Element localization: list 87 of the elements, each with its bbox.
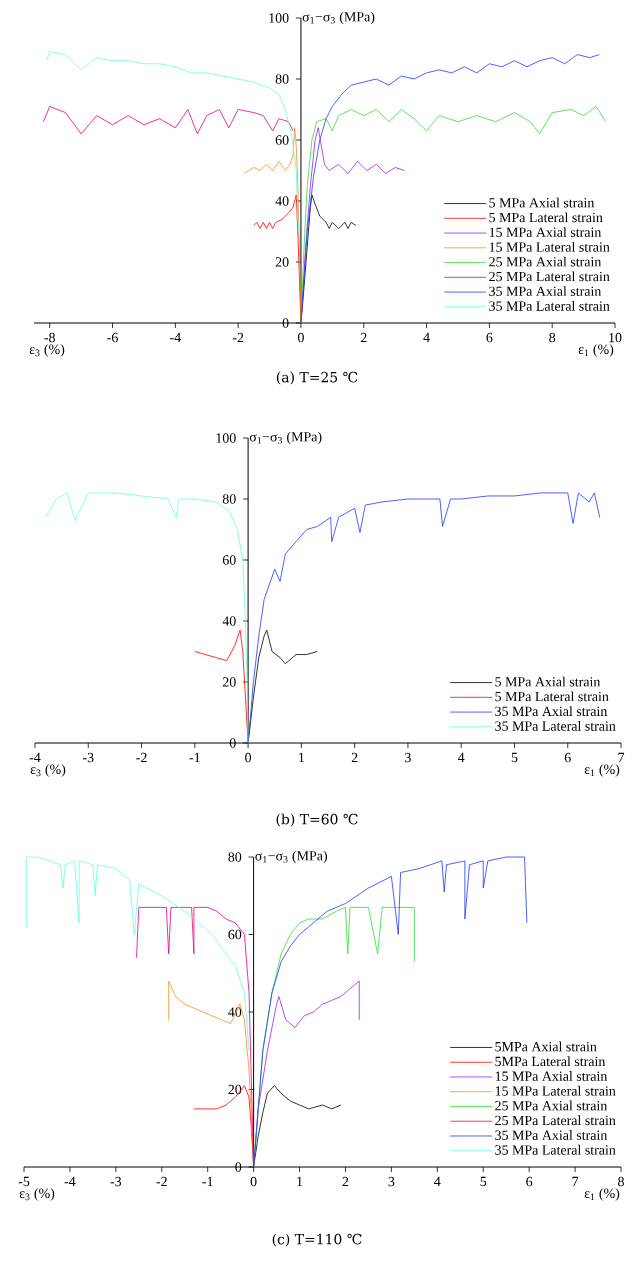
x-tick-label: -5: [18, 1176, 30, 1187]
y-tick-label: 80: [275, 74, 289, 84]
x-tick-label: -4: [29, 752, 41, 763]
legend-label: 25 MPa Axial strain: [489, 256, 602, 267]
y-tick-label: 0: [229, 738, 236, 748]
y-tick-label: 20: [275, 257, 289, 267]
x-tick-label: 2: [342, 1176, 349, 1187]
x-tick-label: 2: [360, 332, 367, 343]
x-tick-label: 8: [618, 1176, 624, 1187]
x-tick-label: 10: [609, 332, 622, 343]
legend-label: 5 MPa Axial strain: [489, 197, 595, 208]
x-tick-label: -2: [156, 1176, 167, 1187]
legend-label: 5 MPa Lateral strain: [495, 691, 609, 702]
x-tick-label: 1: [299, 752, 305, 763]
y-tick-label: 60: [275, 135, 289, 145]
y-tick-label: 40: [228, 1007, 242, 1017]
legend-label: 5 MPa Lateral strain: [489, 212, 603, 223]
legend-label: 35 MPa Lateral strain: [495, 720, 616, 731]
x-tick-label: -1: [189, 752, 200, 763]
x-tick-label: 4: [457, 752, 465, 763]
legend-label: 25 MPa Lateral strain: [495, 1115, 616, 1126]
x-tick-label: 8: [549, 332, 556, 343]
y-axis-title: σ$_{1}$−σ$_{3}$ (MPa): [249, 431, 322, 445]
x-tick-label: -4: [64, 1176, 76, 1187]
x-tick-label: -8: [44, 332, 55, 343]
y-tick-label: 40: [275, 196, 289, 206]
line-series: [43, 106, 294, 135]
x-axis-title: ε$_{1}$ (%): [584, 764, 620, 777]
x-tick-label: 0: [297, 332, 304, 343]
text: ε$_{3}$ (%): [29, 344, 65, 357]
x-tick-label: -2: [232, 332, 244, 343]
legend-label: 35 MPa Axial strain: [489, 286, 602, 297]
x-tick-label: 7: [618, 752, 625, 762]
x-tick-label: 3: [405, 752, 411, 763]
legend-label: 35 MPa Axial strain: [495, 706, 608, 717]
x-tick-label: 4: [423, 332, 430, 343]
y-tick-label: 100: [216, 433, 236, 443]
y-axis-title: σ$_{1}$−σ$_{3}$ (MPa): [302, 11, 375, 25]
y-tick-label: 80: [222, 494, 236, 504]
x-tick-label: 0: [250, 1176, 257, 1187]
legend-label: 25 MPa Lateral strain: [489, 271, 610, 282]
x-axis-title: ε$_{1}$ (%): [578, 344, 614, 357]
legend-label: 25 MPa Axial strain: [495, 1100, 608, 1111]
text: (a) T=25 ℃: [276, 371, 358, 385]
x-tick-label: 0: [245, 752, 252, 763]
y-tick-label: 80: [228, 852, 242, 862]
x-tick-label: 5: [511, 752, 518, 763]
x-tick-label: 5: [480, 1176, 487, 1187]
legend-label: 5 MPa Axial strain: [495, 676, 601, 687]
x-tick-label: -3: [82, 752, 94, 763]
y-tick-label: 60: [228, 929, 242, 940]
x-tick-label: 3: [388, 1176, 395, 1187]
text: (b) T=60 ℃: [276, 813, 358, 827]
x-tick-label: 6: [564, 752, 571, 763]
legend-label: 35 MPa Axial strain: [495, 1130, 608, 1140]
x-tick-label: -6: [107, 332, 118, 343]
x-tick-label: 6: [526, 1176, 533, 1187]
legend-label: 35 MPa Lateral strain: [495, 1144, 616, 1155]
x-tick-label: -1: [202, 1176, 213, 1187]
text: (c) T=110 ℃: [272, 1233, 362, 1247]
x-tick-label: 7: [572, 1176, 579, 1186]
x-tick-label: 6: [486, 332, 493, 343]
legend-label: 5MPa Axial strain: [495, 1041, 597, 1052]
y-tick-label: 100: [269, 13, 289, 23]
text: ε$_{3}$ (%): [19, 1188, 55, 1201]
y-tick-label: 0: [235, 1162, 242, 1172]
legend-label: 15 MPa Axial strain: [489, 227, 602, 237]
x-tick-label: -3: [110, 1176, 122, 1187]
legend-label: 35 MPa Lateral strain: [489, 300, 610, 311]
y-tick-label: 0: [282, 318, 289, 328]
x-tick-label: -2: [136, 752, 147, 763]
legend-label: 15 MPa Axial strain: [495, 1071, 608, 1081]
x-axis-title: ε$_{1}$ (%): [584, 1188, 620, 1201]
legend-label: 5MPa Lateral strain: [495, 1056, 606, 1067]
y-tick-label: 40: [222, 616, 236, 626]
y-tick-label: 20: [222, 677, 236, 687]
x-tick-label: 1: [297, 1176, 303, 1187]
x-tick-label: 2: [351, 752, 358, 763]
legend-label: 15 MPa Lateral strain: [495, 1085, 616, 1096]
y-tick-label: 20: [228, 1084, 242, 1095]
y-tick-label: 60: [222, 555, 236, 565]
legend-label: 15 MPa Lateral strain: [489, 241, 610, 252]
x-tick-label: -4: [170, 332, 181, 343]
x-tick-label: 4: [434, 1176, 441, 1187]
line-series: [46, 51, 299, 232]
text: ε$_{3}$ (%): [30, 764, 66, 777]
y-axis-title: σ$_{1}$−σ$_{3}$ (MPa): [255, 850, 327, 864]
